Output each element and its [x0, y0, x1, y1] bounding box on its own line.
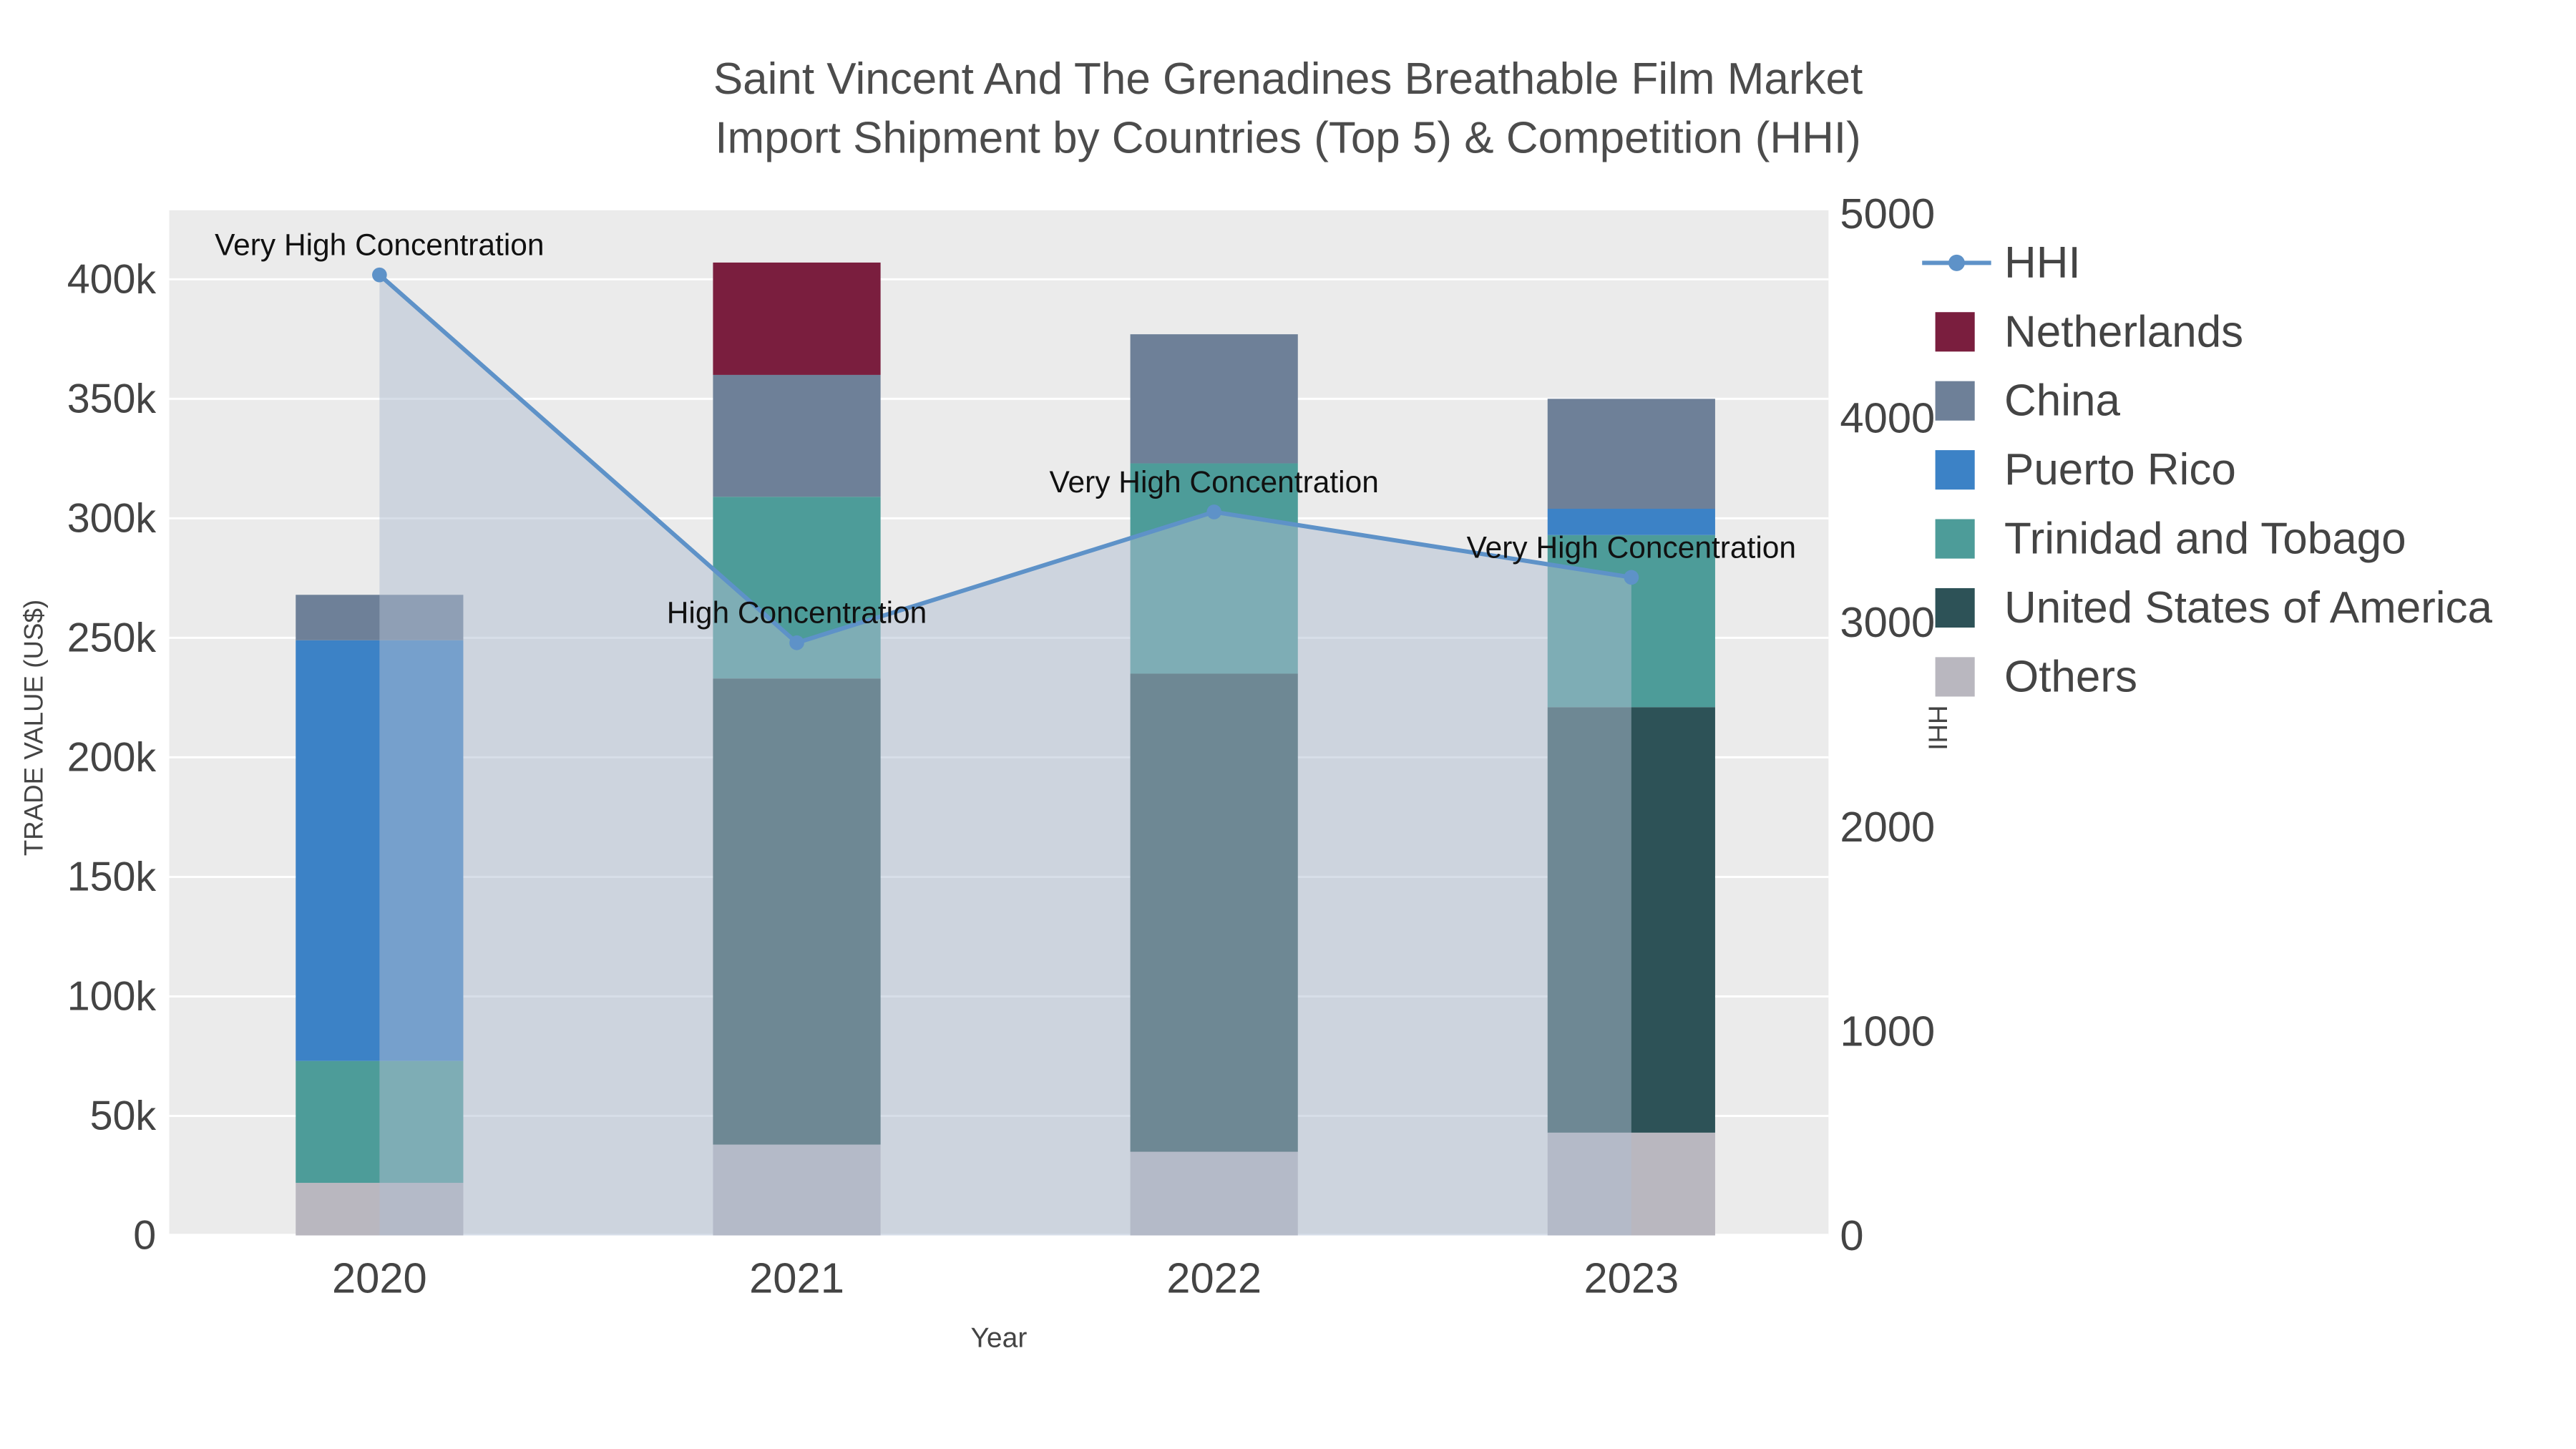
- hhi-line: [378, 273, 1632, 645]
- hhi-marker-layer: [372, 267, 1639, 650]
- y-left-tick-label: 350k: [67, 376, 157, 421]
- bar-segment-netherlands-2021: [713, 262, 881, 375]
- legend-label: China: [2004, 376, 2120, 426]
- legend-item-puerto-rico[interactable]: Puerto Rico: [1935, 445, 2236, 494]
- y-right-tick-label: 0: [1840, 1211, 1863, 1259]
- legend-label: Others: [2004, 652, 2137, 701]
- y-left-tick-label: 50k: [90, 1093, 157, 1139]
- y-right-tick-label: 5000: [1840, 190, 1935, 238]
- hhi-line-layer: [378, 273, 1632, 645]
- x-tick-label-2021: 2021: [749, 1254, 844, 1302]
- x-tick-label-2020: 2020: [332, 1254, 427, 1302]
- y-left-tick-label: 200k: [67, 734, 157, 780]
- y-left-tick-label: 100k: [67, 973, 157, 1019]
- tick-label-layer: 0 50k 100k 150k 200k 250k 300k 350k 400k 0 1000 200…: [67, 190, 1936, 1302]
- y-left-tick-label: 400k: [67, 256, 157, 302]
- y-right-tick-label: 3000: [1840, 598, 1935, 646]
- hhi-area-fill: [379, 275, 1631, 1236]
- legend-swatch: [1935, 587, 1975, 628]
- y-left-tick-label: 0: [133, 1213, 156, 1259]
- legend-label: HHI: [2004, 238, 2081, 288]
- legend-item-others[interactable]: Others: [1935, 652, 2137, 701]
- legend-item-united-states-of-america[interactable]: United States of America: [1935, 583, 2493, 633]
- annotation-2020: Very High Concentration: [215, 228, 544, 262]
- y-right-tick-label: 1000: [1840, 1007, 1935, 1055]
- legend-hhi-marker-sample: [1948, 254, 1965, 271]
- legend-swatch: [1935, 519, 1975, 559]
- legend-label: United States of America: [2004, 583, 2493, 633]
- x-tick-label-2022: 2022: [1166, 1254, 1262, 1302]
- hhi-marker-2022: [1206, 504, 1222, 519]
- y-right-tick-label: 2000: [1840, 803, 1935, 851]
- hhi-marker-2023: [1624, 570, 1639, 585]
- bar-segment-china-2023: [1547, 399, 1715, 509]
- legend: HHI Netherlands China Puerto Rico Trinidad a…: [1922, 238, 2493, 701]
- hhi-marker-2020: [372, 267, 387, 283]
- legend-swatch: [1935, 381, 1975, 421]
- legend-label: Puerto Rico: [2004, 445, 2236, 494]
- annotation-2021: High Concentration: [667, 596, 927, 630]
- chart-title-line2: Import Shipment by Countries (Top 5) & C…: [715, 114, 1860, 163]
- legend-label: Trinidad and Tobago: [2004, 514, 2406, 564]
- y-right-tick-label: 4000: [1840, 394, 1935, 442]
- legend-swatch: [1935, 312, 1975, 352]
- y-left-tick-label: 150k: [67, 854, 157, 899]
- legend-item-netherlands[interactable]: Netherlands: [1935, 307, 2244, 356]
- y-left-tick-label: 250k: [67, 615, 157, 660]
- hhi-marker-2021: [789, 635, 804, 650]
- bar-segment-puerto-rico-2023: [1547, 509, 1715, 535]
- annotation-layer: Very High Concentration High Concentratio…: [215, 228, 1796, 630]
- x-tick-label-2023: 2023: [1584, 1254, 1679, 1302]
- y-axis-title-left: TRADE VALUE (US$): [19, 600, 49, 856]
- y-axis-title-right: HHI: [1923, 705, 1952, 750]
- legend-item-trinidad-and-tobago[interactable]: Trinidad and Tobago: [1935, 514, 2406, 564]
- annotation-2023: Very High Concentration: [1467, 530, 1796, 564]
- legend-label: Netherlands: [2004, 307, 2243, 356]
- legend-swatch: [1935, 657, 1975, 697]
- x-axis-title: Year: [970, 1323, 1027, 1354]
- hhi-area-layer: [379, 275, 1631, 1236]
- annotation-2022: Very High Concentration: [1050, 465, 1379, 499]
- bar-segment-china-2022: [1130, 334, 1298, 464]
- chart-title-line1: Saint Vincent And The Grenadines Breatha…: [713, 54, 1863, 104]
- legend-item-china[interactable]: China: [1935, 376, 2121, 426]
- legend-swatch: [1935, 450, 1975, 490]
- bar-segment-china-2021: [713, 374, 881, 497]
- y-left-tick-label: 300k: [67, 495, 157, 541]
- legend-item-hhi[interactable]: HHI: [1922, 238, 2081, 288]
